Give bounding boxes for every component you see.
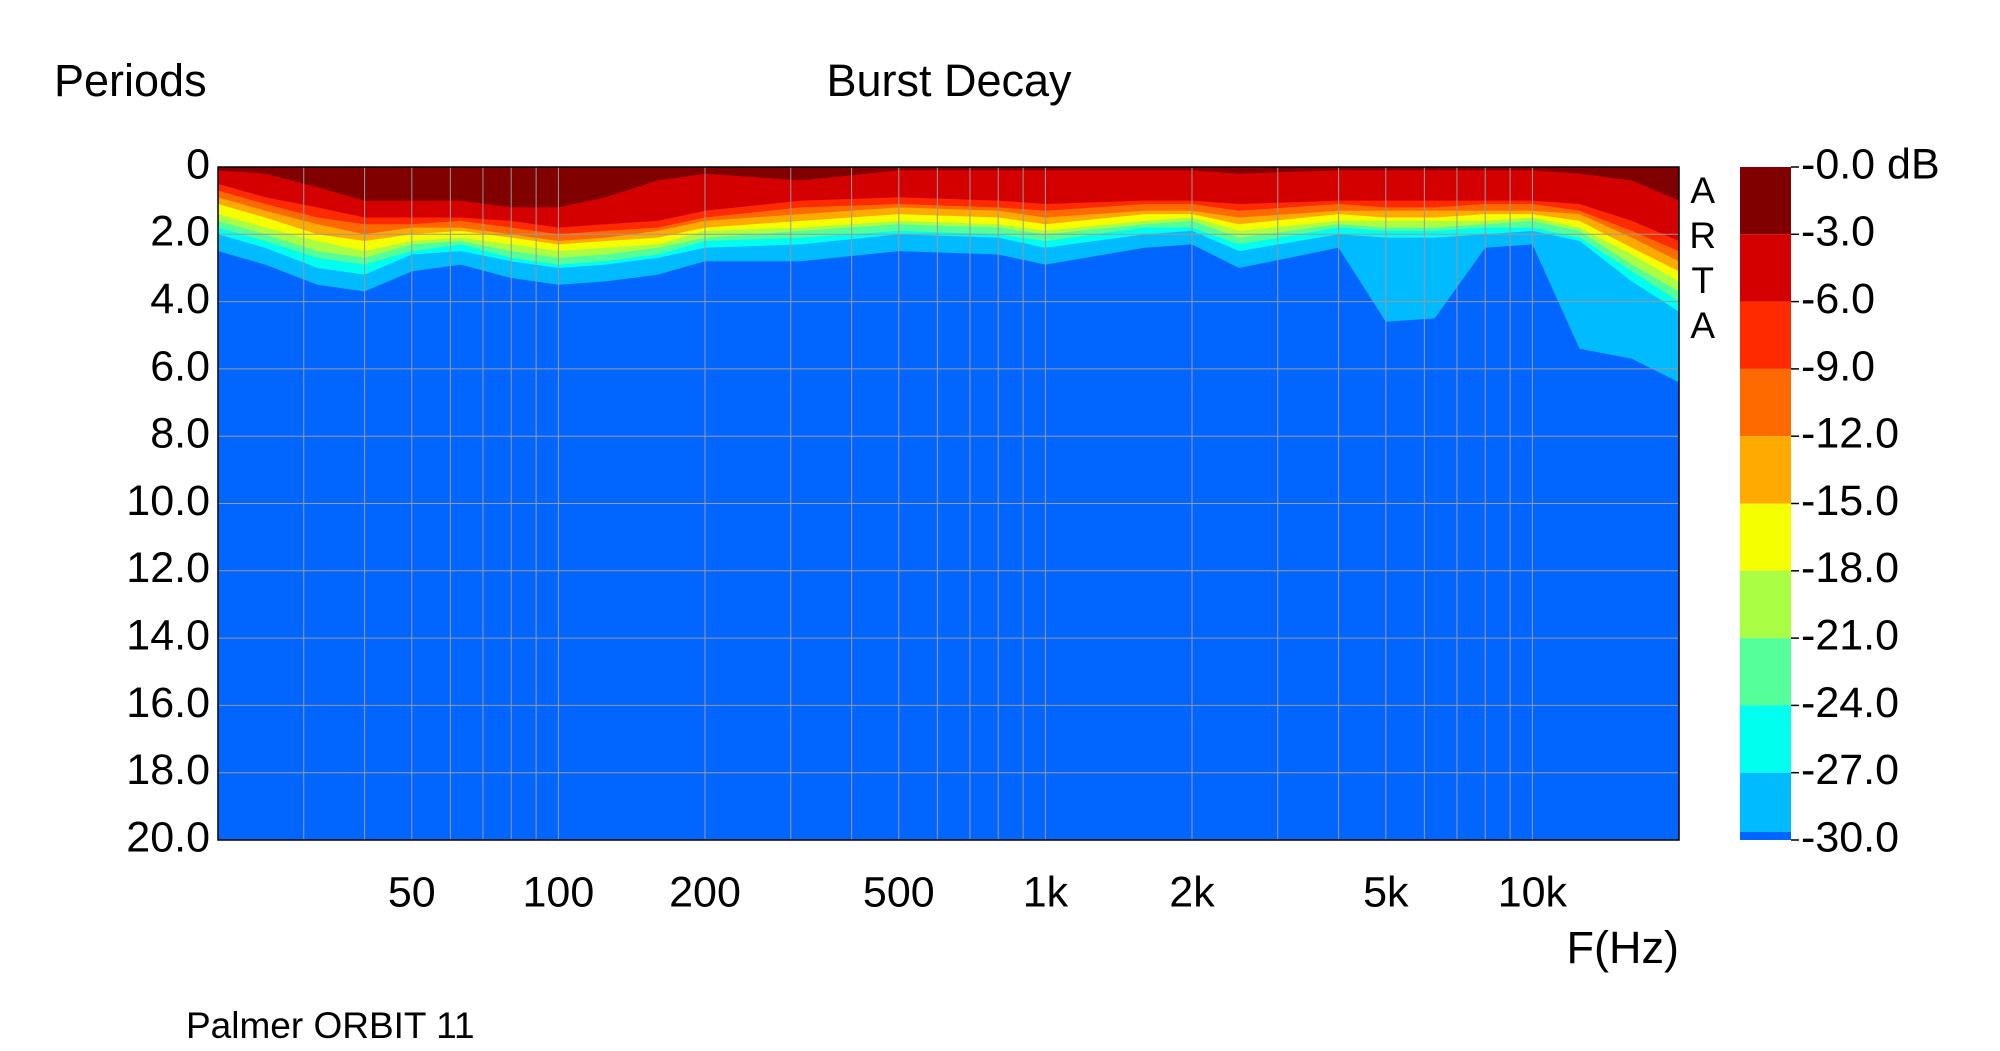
- y-tick-label: 18.0: [126, 746, 210, 794]
- x-tick-label: 1k: [1023, 868, 1069, 916]
- x-tick-label: 500: [863, 868, 935, 916]
- colorbar-band: [1740, 167, 1791, 235]
- colorbar-band: [1740, 772, 1791, 840]
- x-tick-label: 100: [523, 868, 595, 916]
- decay-band: [218, 167, 1679, 208]
- y-tick-label: 8.0: [150, 410, 210, 458]
- plot-border: [217, 166, 1680, 841]
- y-tick-label: 2.0: [150, 208, 210, 256]
- y-tick-label: 10.0: [126, 477, 210, 525]
- colorbar-band: [1740, 503, 1791, 571]
- y-tick-label: 20.0: [126, 813, 210, 861]
- x-tick-label: 50: [388, 868, 436, 916]
- colorbar-label: -15.0: [1801, 477, 1899, 525]
- colorbar-label: -9.0: [1801, 342, 1875, 390]
- colorbar-band: [1740, 570, 1791, 639]
- y-tick-label: 4.0: [150, 275, 210, 323]
- colorbar-label: -0.0 dB: [1801, 140, 1940, 188]
- y-tick-label: 6.0: [150, 342, 210, 390]
- y-axis-label: Periods: [54, 55, 207, 106]
- colorbar-band: [1740, 705, 1791, 773]
- x-axis-label: F(Hz): [1567, 922, 1679, 973]
- y-tick-label: 0: [186, 140, 210, 188]
- x-tick-label: 2k: [1169, 868, 1215, 916]
- colorbar-below: [1740, 832, 1791, 840]
- colorbar-band: [1740, 234, 1791, 302]
- watermark: ARTA: [1682, 170, 1723, 350]
- colorbar-band: [1740, 638, 1791, 706]
- colorbar-label: -3.0: [1801, 208, 1875, 256]
- x-tick-label: 200: [669, 868, 741, 916]
- y-tick-label: 12.0: [126, 544, 210, 592]
- colorbar-band: [1740, 301, 1791, 369]
- chart-title: Burst Decay: [826, 55, 1072, 106]
- x-tick-label: 10k: [1498, 868, 1568, 916]
- colorbar-label: -24.0: [1801, 679, 1899, 727]
- colorbar-label: -27.0: [1801, 746, 1899, 794]
- colorbar-label: -6.0: [1801, 275, 1875, 323]
- colorbar-label: -12.0: [1801, 410, 1899, 458]
- y-tick-label: 16.0: [126, 679, 210, 727]
- colorbar-label: -30.0: [1801, 813, 1899, 861]
- y-tick-label: 14.0: [126, 611, 210, 659]
- colorbar-band: [1740, 436, 1791, 504]
- x-tick-label: 5k: [1363, 868, 1409, 916]
- colorbar-band: [1740, 368, 1791, 437]
- footer: Palmer ORBIT 11: [186, 1005, 475, 1046]
- colorbar-label: -21.0: [1801, 611, 1899, 659]
- colorbar-label: -18.0: [1801, 544, 1899, 592]
